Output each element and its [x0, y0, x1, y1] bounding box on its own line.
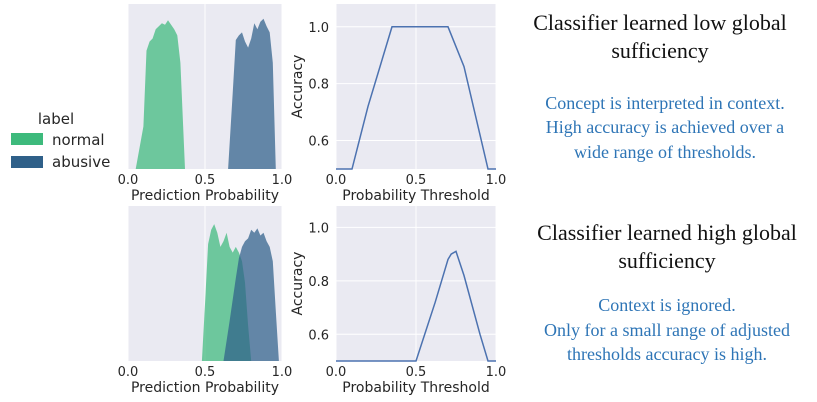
acc_top-y-tick-label: 0.6 [308, 135, 329, 150]
dist_bottom-x-tick-label: 0.5 [195, 365, 216, 380]
caption-top-body-line-3: wide range of thresholds. [574, 142, 756, 162]
dist_bottom-x-tick-label: 0.0 [118, 365, 139, 380]
acc_bottom-y-tick-label: 1.0 [308, 221, 329, 236]
acc_top-x-axis-label: Probability Threshold [342, 188, 489, 204]
acc_bottom-y-axis-label: Accuracy [290, 252, 306, 316]
dist_top-x-tick-label: 0.0 [118, 173, 139, 188]
acc_top-y-tick-label: 1.0 [308, 21, 329, 36]
dist_bottom-x-tick-label: 1.0 [272, 365, 293, 380]
acc_top-line [336, 26, 496, 170]
dist_bottom-x-axis-label: Prediction Probability [131, 380, 279, 396]
legend: label normal abusive [11, 110, 110, 171]
dist_top-x-tick-label: 1.0 [272, 173, 293, 188]
caption-bottom-body-line-3: thresholds accuracy is high. [567, 344, 767, 364]
acc_bottom-y-tick-label: 0.8 [308, 275, 329, 290]
caption-bottom-body-line-2: Only for a small range of adjusted [544, 320, 790, 340]
acc_bottom-y-tick-label: 0.6 [308, 328, 329, 343]
caption-bottom-body-line-1: Context is ignored. [598, 295, 736, 315]
legend-label-abusive: abusive [52, 153, 110, 171]
caption-bottom-heading-line-2: sufficiency [618, 248, 715, 273]
acc_top-y-axis-label: Accuracy [290, 55, 306, 119]
acc_bottom-x-tick-label: 0.0 [326, 365, 347, 380]
dist_top-area-normal [135, 20, 185, 170]
legend-title: label [38, 110, 74, 128]
dist_top-area-abusive [228, 18, 276, 170]
legend-label-normal: normal [52, 131, 105, 149]
acc_top-x-tick-label: 0.5 [406, 173, 427, 188]
dist_top-x-tick-label: 0.5 [195, 173, 216, 188]
dist_top-x-axis-label: Prediction Probability [131, 188, 279, 204]
caption-top-heading-line-1: Classifier learned low global [533, 10, 787, 35]
acc_top-x-tick-label: 0.0 [326, 173, 347, 188]
caption-top-body-line-1: Concept is interpreted in context. [545, 93, 784, 113]
dist_bottom-area-abusive [223, 228, 279, 361]
caption-top-heading-line-2: sufficiency [611, 38, 708, 63]
acc_bottom-x-axis-label: Probability Threshold [342, 380, 489, 396]
acc_top-y-tick-label: 0.8 [308, 78, 329, 93]
caption-top: Classifier learned low global sufficienc… [533, 10, 787, 162]
legend-swatch-abusive [11, 156, 43, 168]
caption-top-body-line-2: High accuracy is achieved over a [546, 117, 784, 137]
acc_bottom-x-tick-label: 0.5 [406, 365, 427, 380]
acc_bottom-x-tick-label: 1.0 [486, 365, 507, 380]
acc_bottom-line [336, 250, 496, 362]
caption-bottom-heading-line-1: Classifier learned high global [537, 220, 797, 245]
legend-swatch-normal [11, 133, 43, 145]
caption-bottom: Classifier learned high global sufficien… [537, 220, 797, 364]
acc_top-x-tick-label: 1.0 [486, 173, 507, 188]
